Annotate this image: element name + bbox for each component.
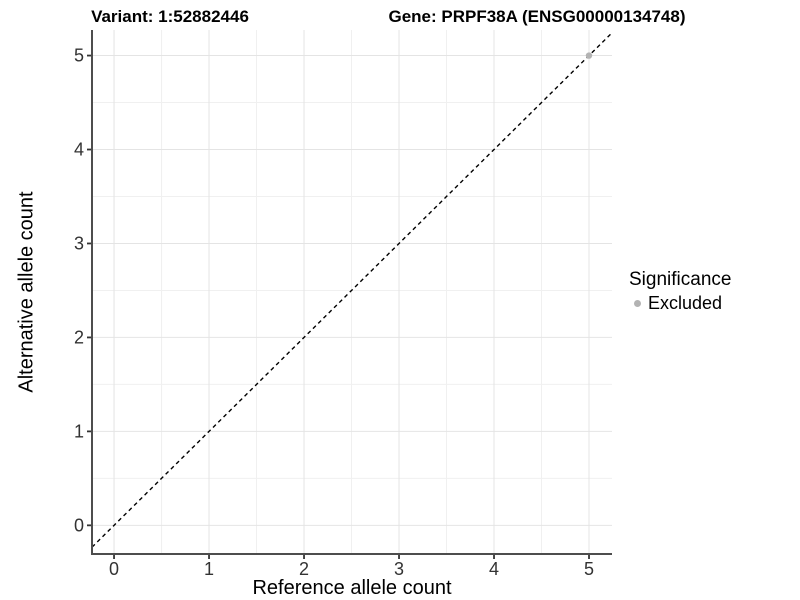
x-tick-label: 5	[584, 559, 594, 579]
legend-item-label: Excluded	[648, 292, 723, 313]
legend-item-excluded: Excluded	[629, 292, 731, 314]
x-tick-label: 0	[109, 559, 119, 579]
x-axis-title: Reference allele count	[252, 577, 452, 599]
gene-title: Gene: PRPF38A (ENSG00000134748)	[388, 7, 686, 26]
y-tick-label: 4	[74, 140, 84, 160]
y-axis-title: Alternative allele count	[15, 191, 38, 393]
x-tick-label: 4	[489, 559, 499, 579]
y-tick-label: 0	[74, 515, 84, 535]
y-tick-label: 3	[74, 233, 84, 253]
variant-title: Variant: 1:52882446	[91, 7, 249, 26]
x-tick-label: 1	[204, 559, 214, 579]
x-tick-label: 2	[299, 559, 309, 579]
data-point-excluded	[585, 52, 593, 59]
y-tick-label: 2	[74, 327, 84, 347]
excluded-point-icon	[634, 299, 641, 307]
legend: Significance Excluded	[629, 269, 731, 314]
x-tick-label: 3	[394, 559, 404, 579]
identity-reference-line	[91, 32, 613, 548]
legend-key	[629, 295, 646, 312]
y-tick-label: 5	[74, 46, 84, 66]
legend-title: Significance	[629, 269, 732, 290]
y-tick-label: 1	[74, 421, 84, 441]
